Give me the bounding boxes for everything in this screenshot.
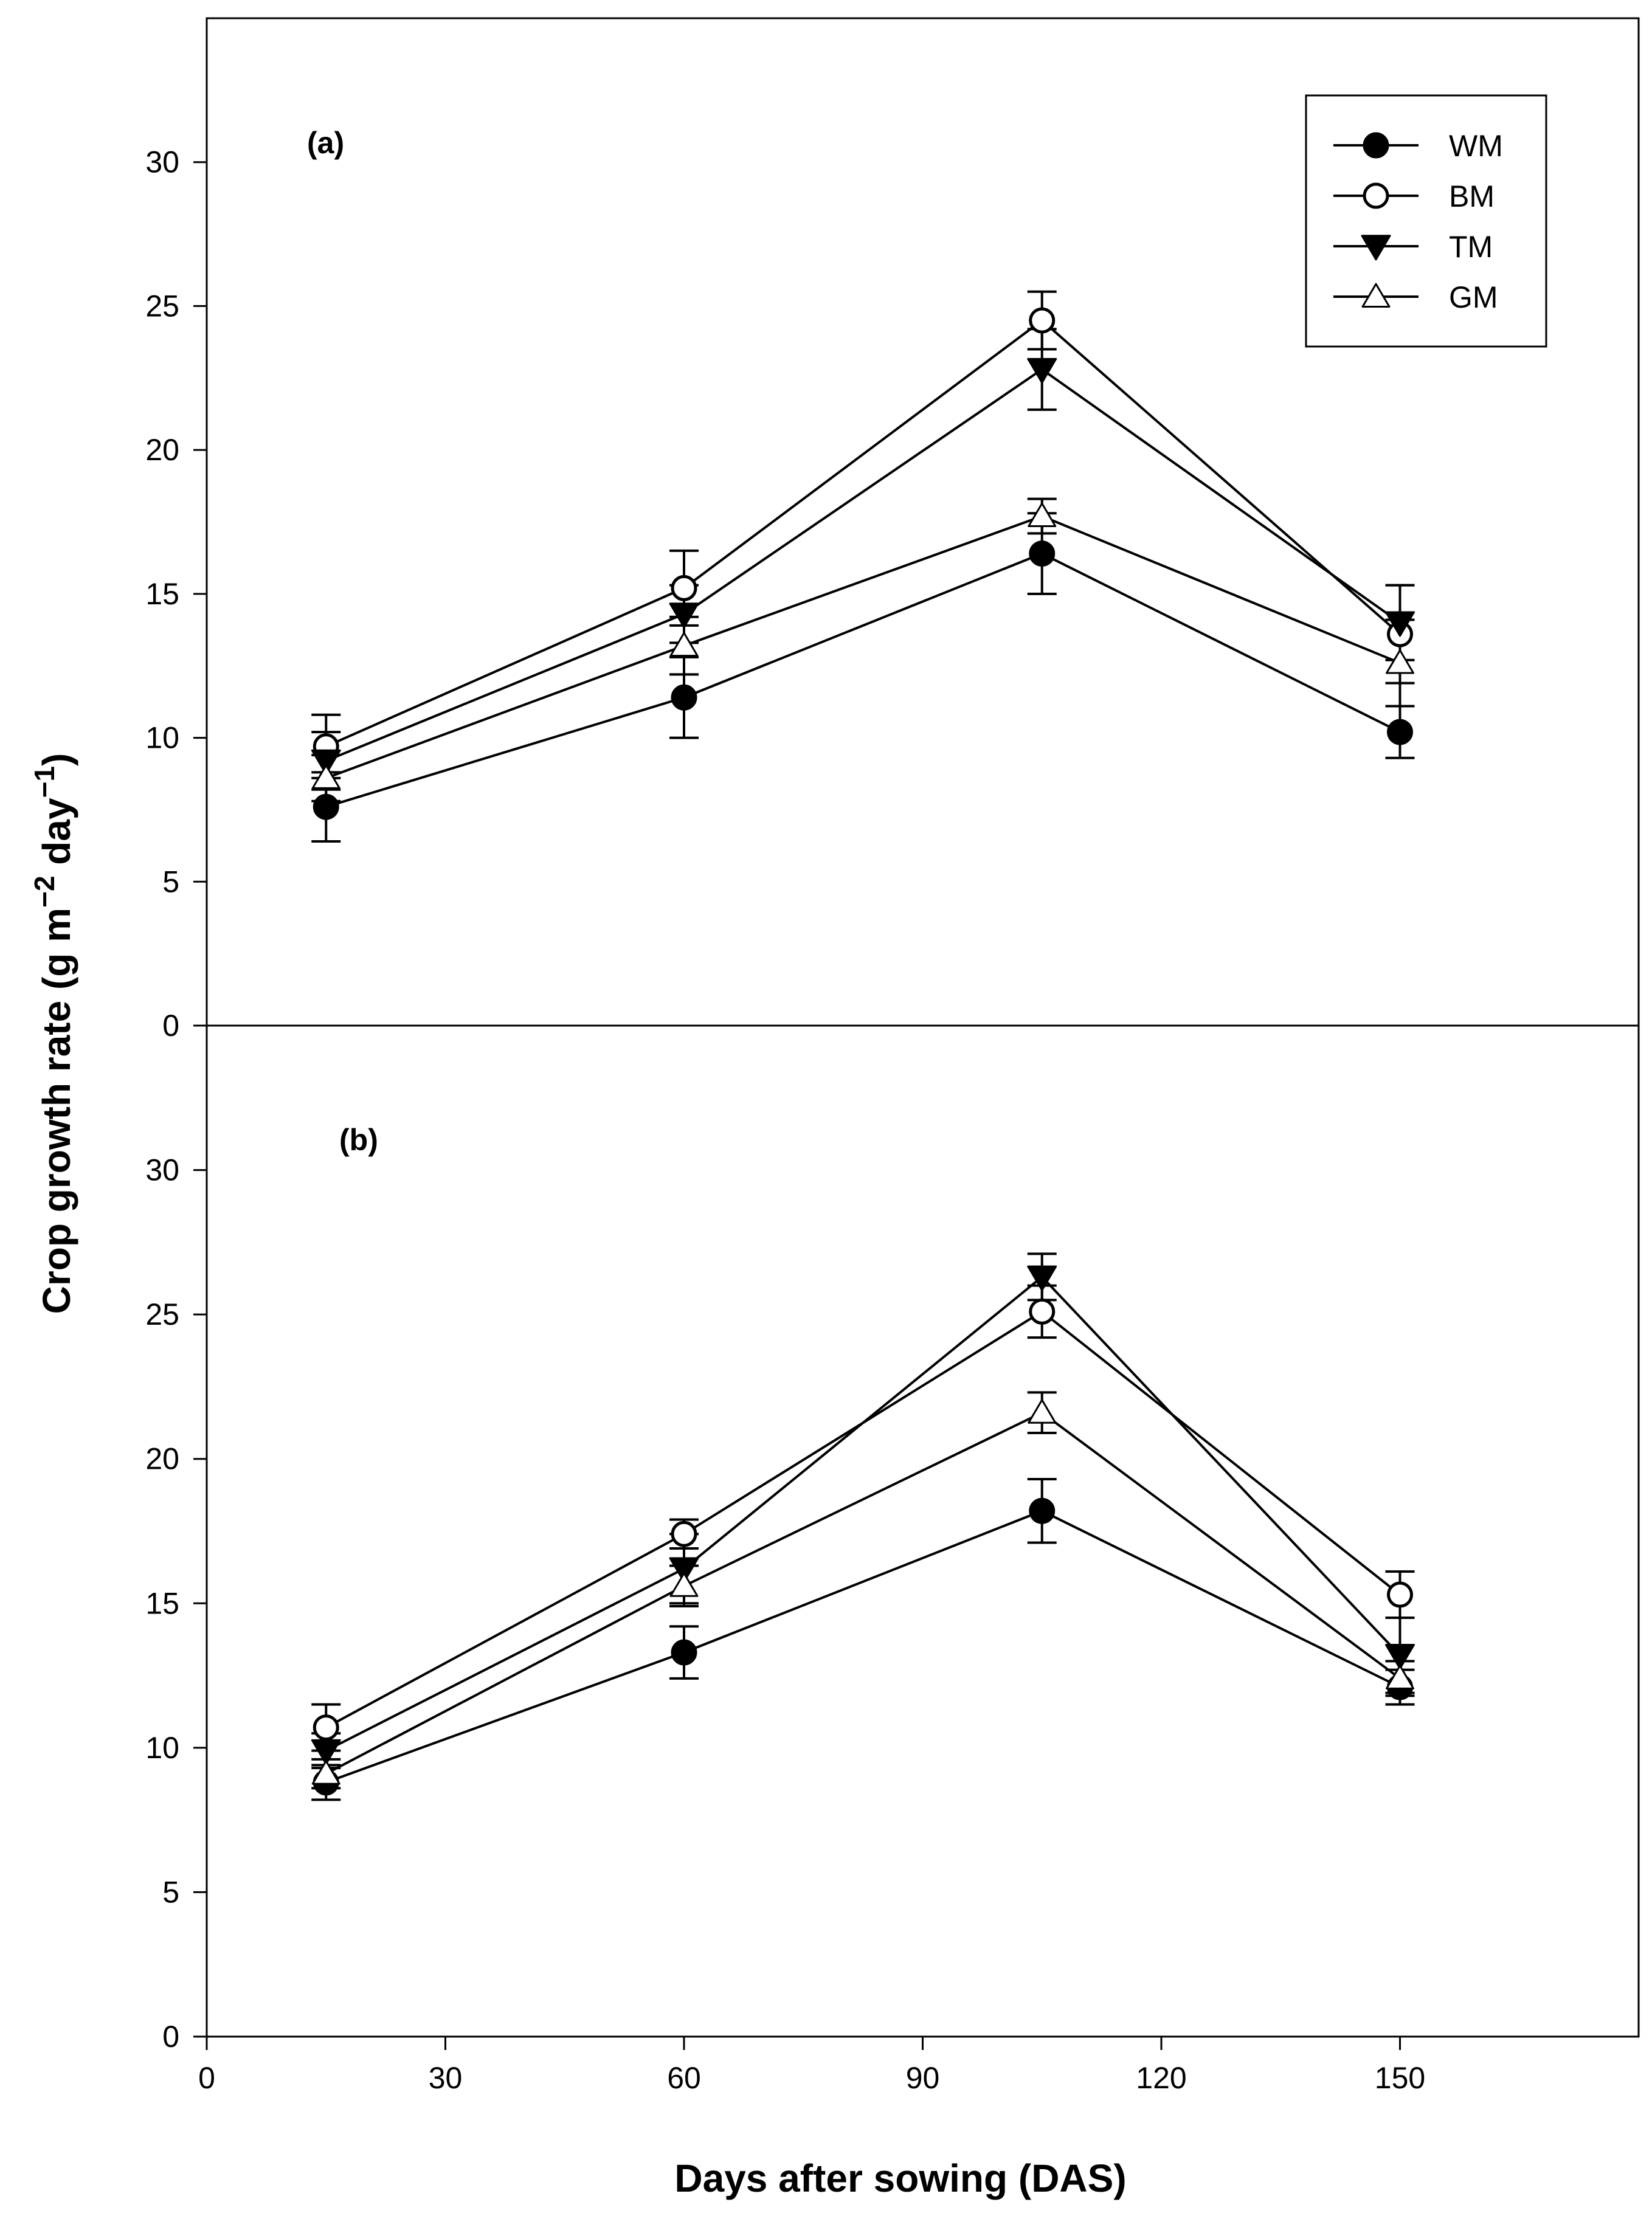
y-tick-label: 20 <box>145 1442 179 1476</box>
x-tick-label: 30 <box>429 2061 463 2095</box>
y-tick-label: 15 <box>145 1586 179 1620</box>
y-tick-label: 5 <box>162 864 179 899</box>
data-point-gm <box>1028 1399 1057 1424</box>
panel-label: (a) <box>307 126 344 160</box>
data-point-tm <box>311 749 341 775</box>
x-tick-label: 90 <box>906 2061 940 2095</box>
axes-layer: 0 30 60 90 120 150 0 5 10 15 20 25 30 (a) 0 5 10 15 20 25 30… <box>145 17 1640 2095</box>
y-tick-label: 25 <box>145 289 179 323</box>
x-tick-label: 60 <box>667 2061 701 2095</box>
y-tick-label: 20 <box>145 433 179 467</box>
data-point-bm <box>671 1520 697 1547</box>
panel-b-series <box>311 1252 1415 1801</box>
y-tick-label: 15 <box>145 577 179 611</box>
data-point-tm <box>311 1739 341 1765</box>
data-point-bm <box>1029 1298 1056 1325</box>
legend-label-wm: WM <box>1449 129 1503 163</box>
data-point-bm <box>1387 1581 1413 1608</box>
data-point-wm <box>671 1639 697 1666</box>
y-tick-label: 30 <box>145 1153 179 1187</box>
legend-box <box>1305 94 1547 348</box>
x-tick-label: 120 <box>1136 2061 1186 2095</box>
series-line-wm <box>325 552 1401 809</box>
series-line-tm <box>325 1275 1401 1752</box>
x-tick-label: 150 <box>1375 2061 1425 2095</box>
legend-marker-gm <box>1361 283 1391 308</box>
y-tick-label: 5 <box>162 1875 179 1909</box>
panel-a-series <box>311 290 1415 843</box>
series-line-bm <box>325 1310 1401 1729</box>
series-line-gm <box>325 1411 1401 1775</box>
data-point-tm <box>1027 1265 1057 1291</box>
data-point-wm <box>1029 1497 1056 1524</box>
data-point-gm <box>311 764 340 789</box>
data-point-bm <box>313 1714 339 1741</box>
legend-label-gm: GM <box>1449 280 1498 314</box>
y-axis-title-base: Crop growth rate (g m <box>35 908 78 1314</box>
y-axis-title-end: ) <box>35 753 78 766</box>
data-point-wm <box>313 793 339 820</box>
series-line-wm <box>325 1510 1401 1784</box>
data-point-tm <box>669 602 699 629</box>
legend-marker-wm <box>1363 132 1389 159</box>
data-point-gm <box>1386 649 1414 674</box>
panel-label: (b) <box>339 1123 378 1157</box>
series-line-tm <box>325 368 1401 762</box>
data-point-wm <box>1029 540 1056 567</box>
y-tick-label: 10 <box>145 1731 179 1765</box>
data-point-tm <box>1027 357 1057 384</box>
data-point-gm <box>669 1572 699 1597</box>
data-point-gm <box>311 1760 340 1785</box>
y-tick-label: 10 <box>145 721 179 755</box>
legend-label-bm: BM <box>1449 179 1495 213</box>
y-axis-title: Crop growth rate (g m−2 day−1) <box>29 753 78 1314</box>
y-tick-label: 0 <box>162 1009 179 1043</box>
series-layer <box>311 290 1415 1801</box>
data-point-tm <box>1385 1644 1415 1670</box>
y-axis-title-sup2: −1 <box>29 766 60 798</box>
data-point-bm <box>671 575 697 601</box>
data-point-gm <box>669 632 699 657</box>
legend-label-tm: TM <box>1449 230 1493 264</box>
data-point-gm <box>1028 502 1057 528</box>
y-axis-title-mid: day <box>35 798 78 875</box>
data-point-tm <box>1385 611 1415 637</box>
series-line-gm <box>325 514 1401 779</box>
series-line-bm <box>325 319 1401 748</box>
legend-marker-bm <box>1363 182 1389 209</box>
legend: WM BM TM GM <box>1305 94 1547 348</box>
legend-marker-tm <box>1361 235 1391 261</box>
data-point-tm <box>669 1557 699 1583</box>
y-tick-label: 0 <box>162 2020 179 2054</box>
y-tick-label: 30 <box>145 145 179 179</box>
data-point-bm <box>1029 307 1056 334</box>
y-axis-title-sup1: −2 <box>29 875 60 907</box>
x-tick-label: 0 <box>198 2061 215 2095</box>
data-point-gm <box>1386 1665 1414 1689</box>
y-tick-label: 25 <box>145 1297 179 1331</box>
x-axis-title: Days after sowing (DAS) <box>674 2156 1126 2200</box>
data-point-wm <box>1387 719 1413 745</box>
data-point-wm <box>671 684 697 711</box>
